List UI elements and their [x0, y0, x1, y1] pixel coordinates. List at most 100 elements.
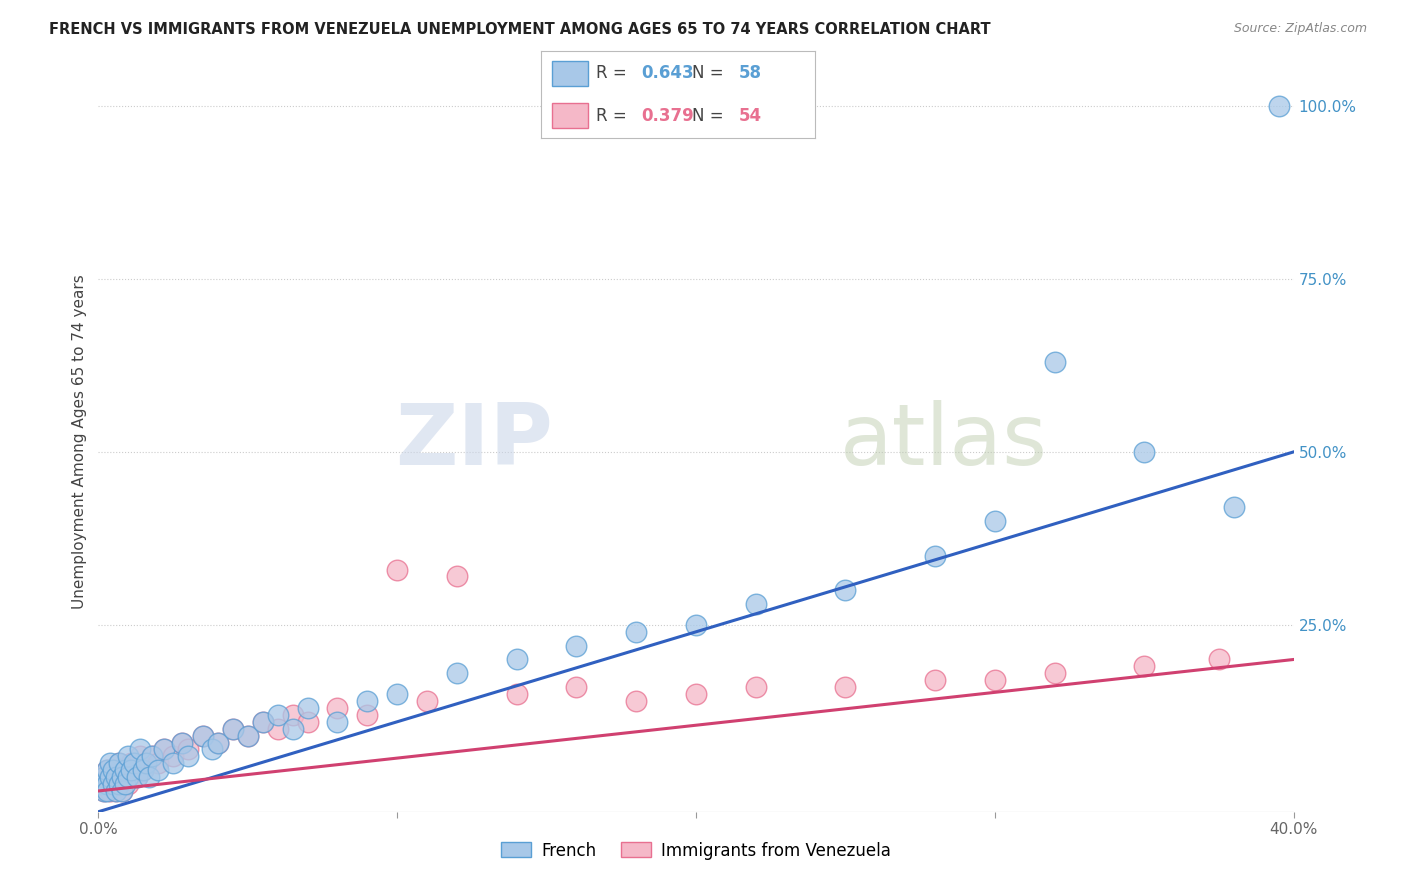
Point [129, 749, 152, 764]
Point [111, 784, 134, 798]
Point [117, 777, 139, 791]
Point [1267, 99, 1289, 113]
Point [924, 549, 946, 563]
Point [834, 583, 856, 598]
Point [96, 777, 118, 791]
Point [114, 763, 136, 777]
Point [96, 777, 118, 791]
Point [281, 722, 304, 736]
Point [267, 707, 290, 722]
Text: R =: R = [596, 64, 633, 82]
Point [1133, 659, 1156, 673]
Point [105, 784, 128, 798]
Point [98, 784, 122, 798]
Point [103, 777, 125, 791]
Point [1223, 500, 1246, 515]
Point [103, 763, 125, 777]
Point [124, 756, 146, 771]
Text: N =: N = [692, 107, 728, 125]
Point [105, 784, 128, 798]
Point [252, 714, 274, 729]
Point [105, 770, 128, 784]
Point [93, 784, 115, 798]
Point [127, 770, 149, 784]
Point [207, 735, 229, 749]
Legend: French, Immigrants from Venezuela: French, Immigrants from Venezuela [495, 835, 897, 866]
Point [103, 763, 125, 777]
Point [834, 680, 856, 694]
Point [114, 777, 136, 791]
Point [745, 680, 768, 694]
Point [108, 756, 131, 771]
Text: 54: 54 [738, 107, 762, 125]
Point [138, 770, 160, 784]
Point [446, 666, 468, 681]
Point [207, 735, 229, 749]
Point [356, 694, 378, 708]
Point [148, 756, 170, 771]
Point [108, 756, 131, 771]
Point [162, 749, 184, 764]
Point [626, 694, 648, 708]
Point [191, 729, 214, 743]
Point [236, 729, 259, 743]
Point [326, 701, 349, 715]
Point [281, 707, 304, 722]
Point [141, 749, 163, 764]
Point [252, 714, 274, 729]
Text: Source: ZipAtlas.com: Source: ZipAtlas.com [1233, 22, 1367, 36]
Point [1208, 652, 1230, 666]
Point [984, 673, 1007, 688]
Point [626, 624, 648, 639]
Point [96, 763, 118, 777]
Point [236, 729, 259, 743]
Bar [553, 103, 588, 128]
Point [172, 735, 194, 749]
Point [127, 770, 149, 784]
Point [135, 756, 157, 771]
Point [129, 742, 152, 756]
Point [172, 735, 194, 749]
Point [98, 756, 122, 771]
Point [132, 763, 155, 777]
Point [326, 714, 349, 729]
Point [1043, 355, 1066, 369]
Point [385, 687, 409, 701]
Bar [553, 62, 588, 86]
Point [416, 694, 439, 708]
Point [103, 777, 125, 791]
Point [153, 742, 176, 756]
Point [506, 687, 529, 701]
Point [98, 770, 122, 784]
Point [120, 763, 142, 777]
Point [984, 514, 1007, 528]
Point [111, 784, 134, 798]
Point [1133, 445, 1156, 459]
Point [117, 749, 139, 764]
Point [96, 784, 118, 798]
Text: R =: R = [596, 107, 633, 125]
Point [177, 742, 200, 756]
Point [565, 639, 588, 653]
Point [111, 770, 134, 784]
Point [506, 652, 529, 666]
Point [153, 742, 176, 756]
Point [135, 756, 157, 771]
Point [222, 722, 245, 736]
Point [446, 569, 468, 583]
Point [98, 770, 122, 784]
Point [117, 770, 139, 784]
Point [222, 722, 245, 736]
Point [201, 742, 224, 756]
Text: 0.643: 0.643 [641, 64, 695, 82]
Point [90, 777, 112, 791]
Y-axis label: Unemployment Among Ages 65 to 74 years: Unemployment Among Ages 65 to 74 years [72, 274, 87, 609]
Point [132, 763, 155, 777]
Point [114, 763, 136, 777]
Point [685, 687, 707, 701]
Point [267, 722, 290, 736]
Point [191, 729, 214, 743]
Point [96, 763, 118, 777]
Point [105, 770, 128, 784]
Point [297, 701, 319, 715]
